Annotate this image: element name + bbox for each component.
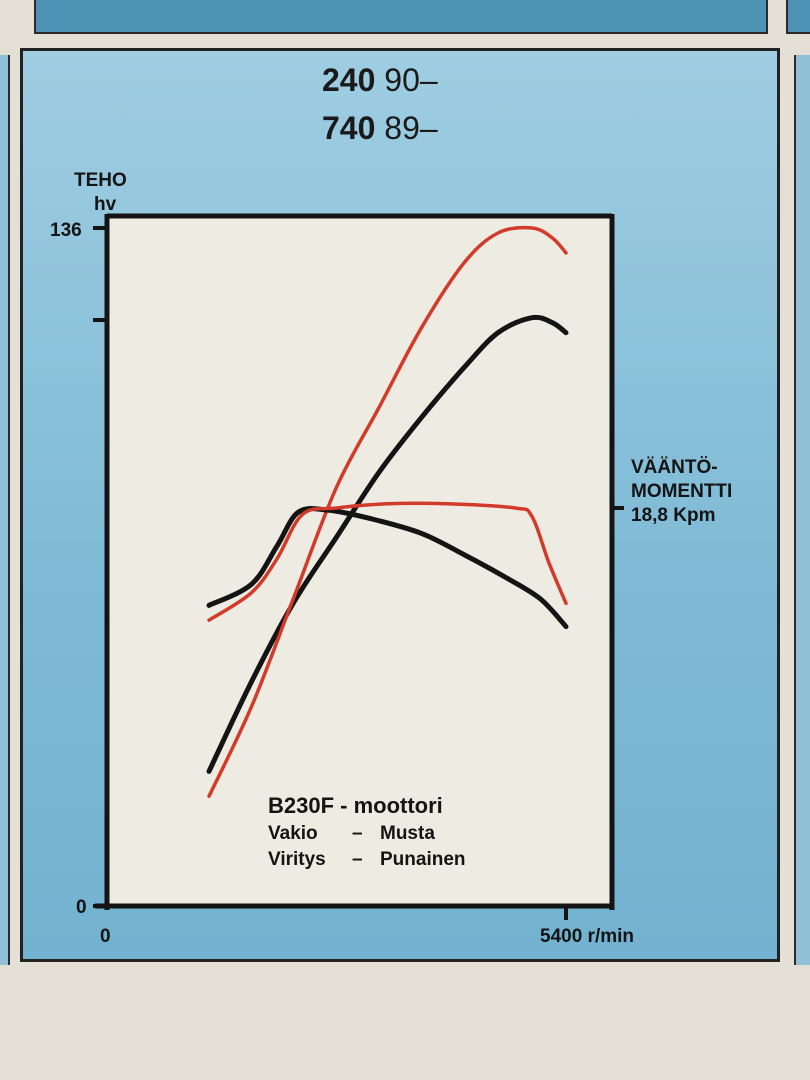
legend-vakio-color: Musta <box>380 823 435 844</box>
right-axis-label-line1: VÄÄNTÖ- <box>631 457 718 478</box>
series-viritys-teho-line <box>207 225 568 799</box>
legend-vakio-name: Vakio <box>268 823 318 844</box>
model-years: 89– <box>384 110 438 146</box>
plot-area <box>107 216 612 906</box>
left-axis-min-label: 0 <box>76 897 87 918</box>
page-top-strip-right <box>786 0 810 34</box>
left-axis-max-label: 136 <box>50 220 82 241</box>
model-years: 90– <box>384 62 438 98</box>
model-heading-2: 740 89– <box>322 110 438 147</box>
left-axis-label: TEHO <box>74 170 127 191</box>
x-axis-end-label: 5400 r/min <box>540 926 634 947</box>
series-layer <box>206 225 569 799</box>
series-vakio-teho-line <box>206 314 569 774</box>
left-axis-unit: hv <box>94 194 117 215</box>
model-heading-1: 240 90– <box>322 62 438 99</box>
page-side-strip-left <box>0 55 10 965</box>
legend-viritys-dash: – <box>352 849 363 870</box>
model-number: 240 <box>322 62 376 98</box>
right-axis-label-line2: MOMENTTI <box>631 481 732 502</box>
legend-vakio-dash: – <box>352 823 363 844</box>
series-vakio-vaantomomentti-line <box>206 506 569 630</box>
series-viritys-vaantomomentti-line <box>207 501 568 622</box>
x-axis-start-label: 0 <box>100 926 111 947</box>
page-top-strip <box>34 0 768 34</box>
model-number: 740 <box>322 110 376 146</box>
right-axis-ref-label: 18,8 Kpm <box>631 505 715 526</box>
legend-title: B230F - moottori <box>268 793 443 818</box>
legend-viritys-name: Viritys <box>268 849 326 870</box>
legend-viritys-color: Punainen <box>380 849 466 870</box>
page-side-strip-right <box>794 55 810 965</box>
